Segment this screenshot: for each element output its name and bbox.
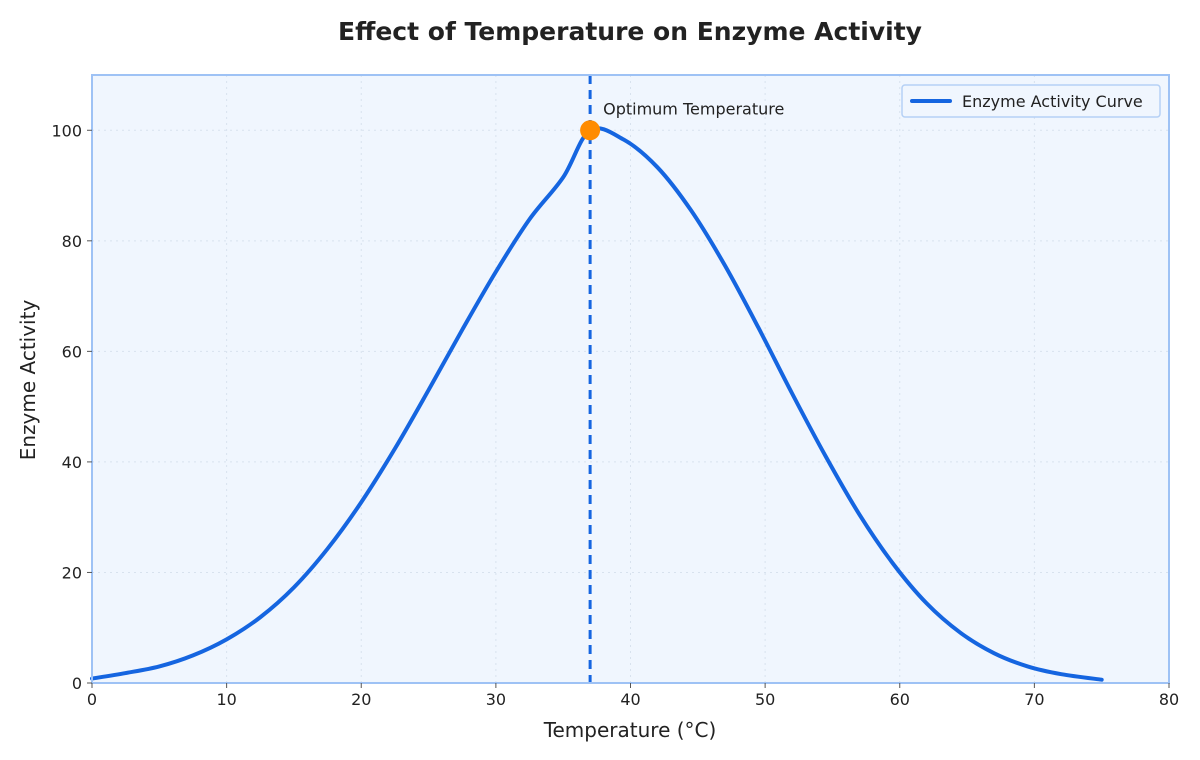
- y-tick-label: 60: [62, 342, 82, 361]
- chart-title: Effect of Temperature on Enzyme Activity: [338, 17, 922, 46]
- y-tick-label: 0: [72, 674, 82, 693]
- optimum-marker: [580, 120, 601, 141]
- legend: Enzyme Activity Curve: [901, 84, 1161, 118]
- legend-box: [901, 84, 1161, 118]
- x-tick-label: 60: [890, 690, 910, 709]
- y-axis-label: Enzyme Activity: [16, 300, 40, 461]
- annotation-layer: Optimum Temperature: [580, 75, 784, 683]
- y-tick-label: 80: [62, 232, 82, 251]
- x-tick-label: 20: [351, 690, 371, 709]
- x-tick-label: 40: [620, 690, 640, 709]
- y-tick-label: 40: [62, 453, 82, 472]
- x-tick-label: 70: [1024, 690, 1044, 709]
- y-tick-label: 20: [62, 563, 82, 582]
- x-tick-label: 80: [1159, 690, 1179, 709]
- legend-label: Enzyme Activity Curve: [962, 92, 1143, 111]
- x-tick-label: 10: [216, 690, 236, 709]
- optimum-annotation-label: Optimum Temperature: [603, 99, 784, 118]
- x-tick-label: 30: [486, 690, 506, 709]
- x-tick-label: 0: [87, 690, 97, 709]
- y-tick-label: 100: [51, 121, 82, 140]
- x-tick-label: 50: [755, 690, 775, 709]
- y-axis-ticks: 0 20 40 60 80 100: [51, 121, 92, 693]
- x-axis-label: Temperature (°C): [543, 718, 717, 742]
- x-axis-ticks: 0 10 20 30 40 50 60 70 80: [87, 683, 1179, 709]
- plot-area: [92, 75, 1169, 683]
